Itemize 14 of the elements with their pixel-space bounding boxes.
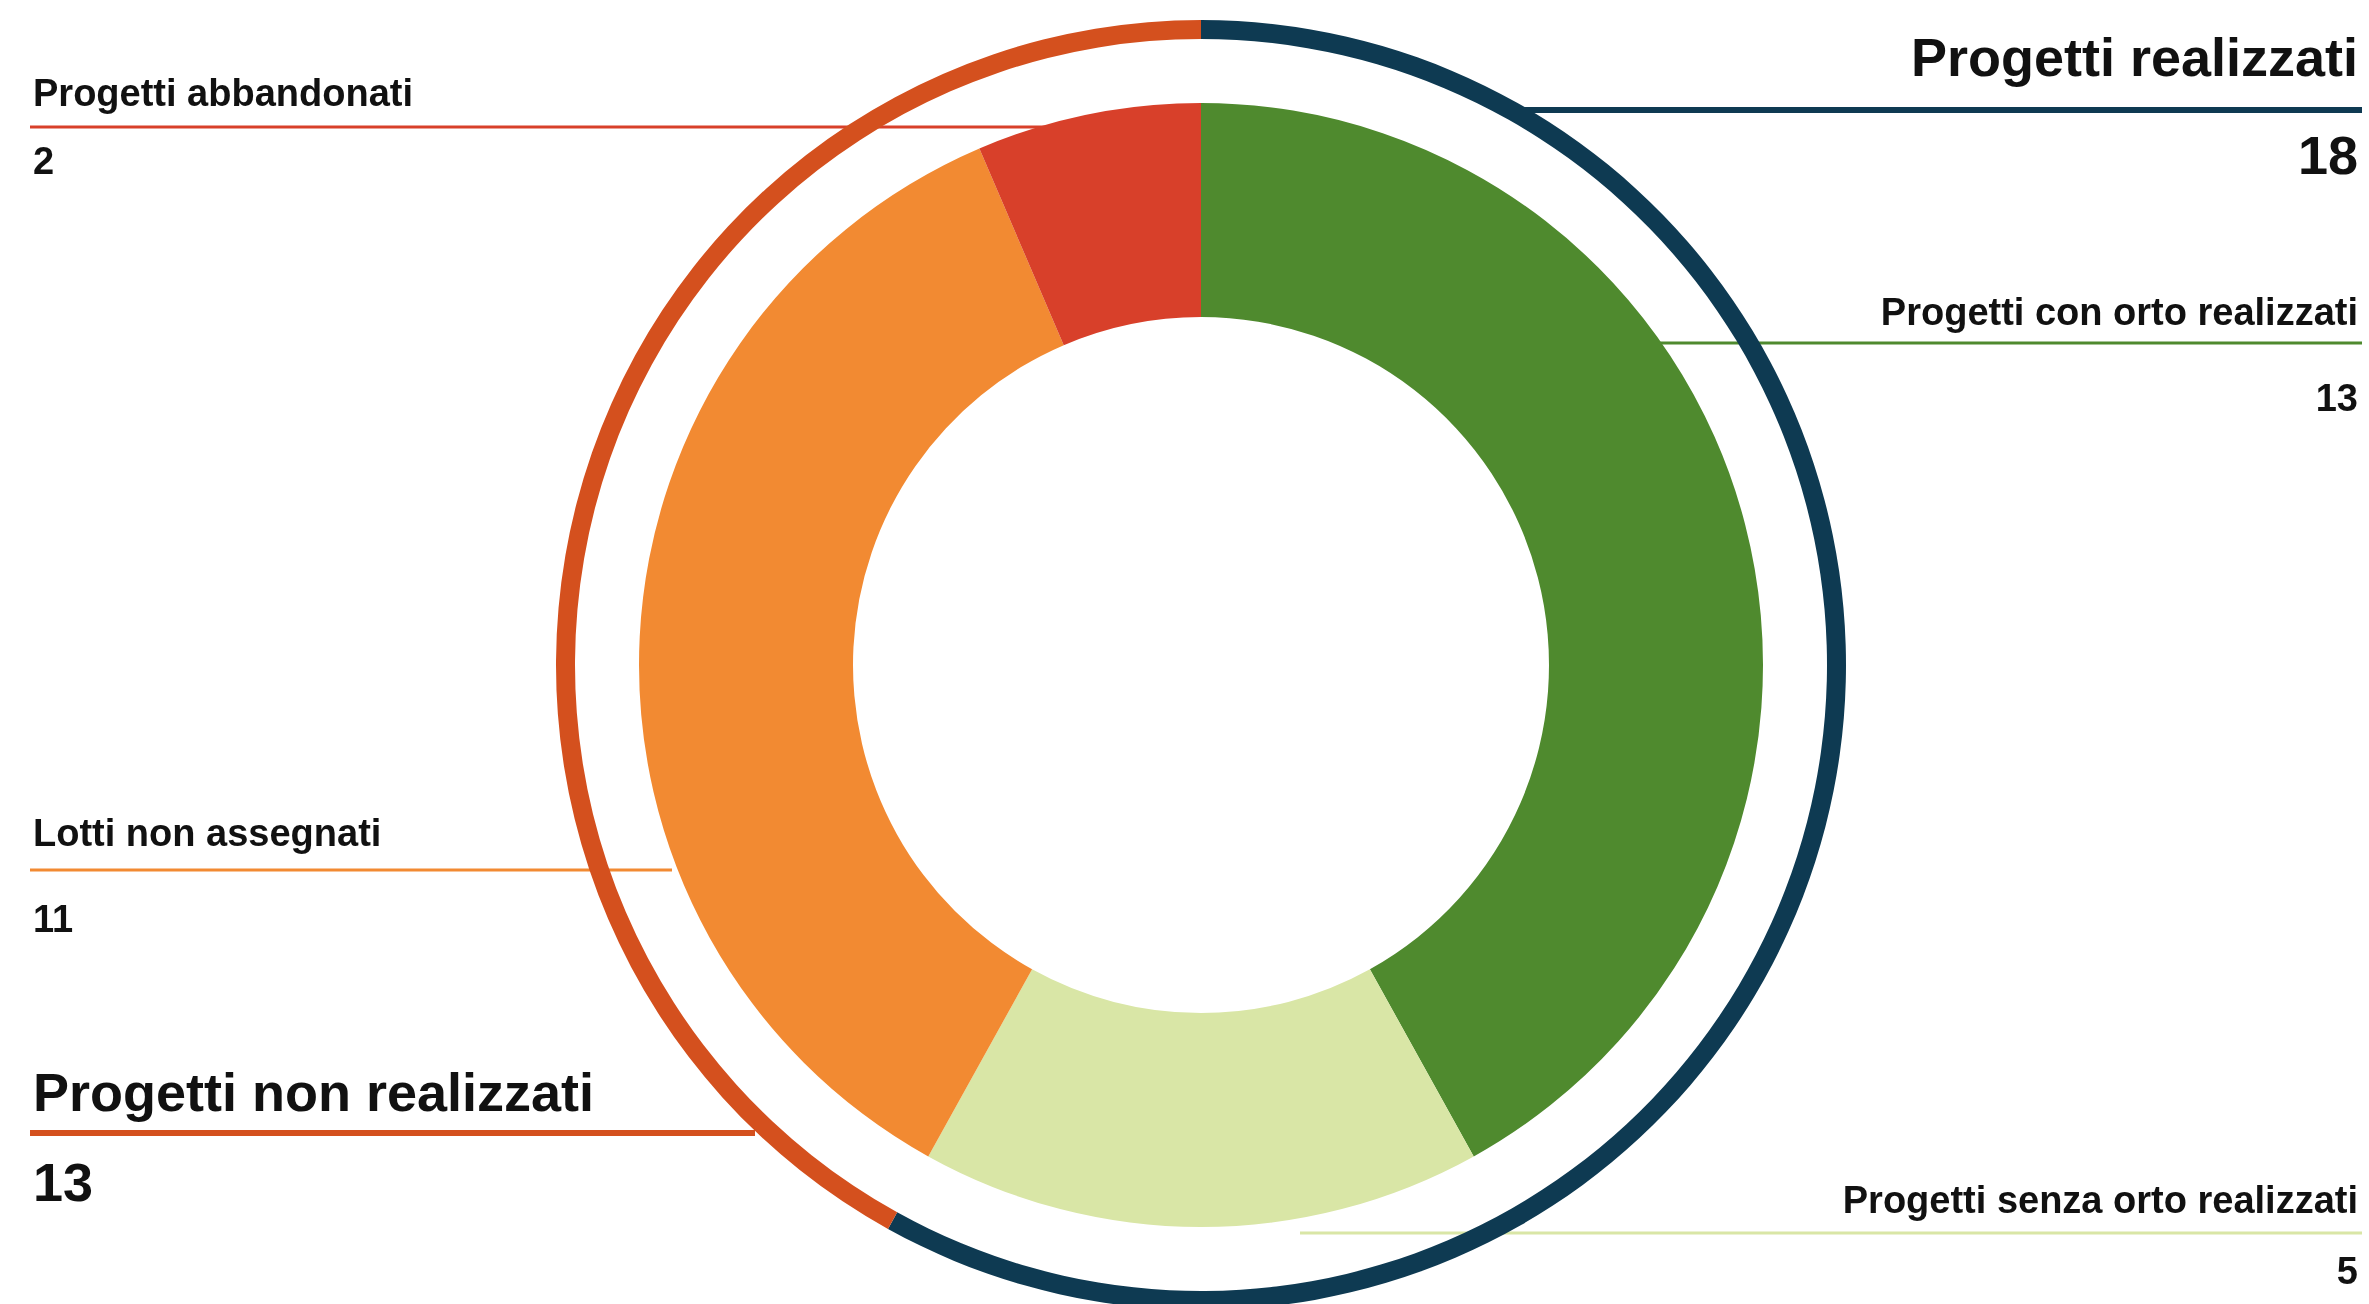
data-label: 5 — [2336, 1250, 2358, 1292]
slice-label: Progetti con orto realizzati — [1880, 291, 2358, 333]
slice-label: Lotti non assegnati — [33, 812, 382, 854]
slice-label: Progetti senza orto realizzati — [1842, 1179, 2358, 1221]
slice-label: Progetti abbandonati — [33, 72, 413, 114]
donut-slice — [928, 969, 1474, 1227]
slice-label: Progetti realizzati — [1910, 27, 2358, 87]
data-label: 11 — [33, 898, 74, 940]
data-label: 13 — [2315, 377, 2358, 419]
data-label: 18 — [2297, 125, 2358, 185]
slice-label: Progetti non realizzati — [33, 1062, 595, 1122]
data-label: 13 — [33, 1152, 94, 1212]
data-label: 2 — [33, 140, 55, 182]
donut-slice — [639, 148, 1064, 1157]
